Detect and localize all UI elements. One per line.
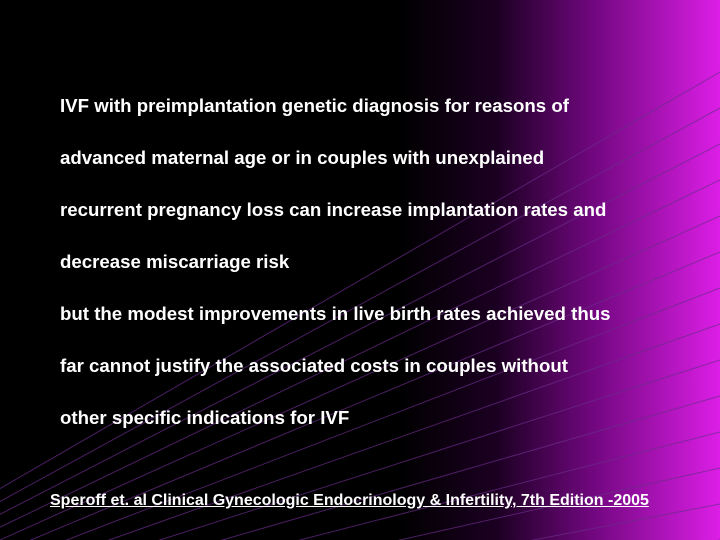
body-text-block: IVF with preimplantation genetic diagnos…	[60, 95, 660, 459]
body-line: IVF with preimplantation genetic diagnos…	[60, 95, 660, 117]
body-line: far cannot justify the associated costs …	[60, 355, 660, 377]
body-line: recurrent pregnancy loss can increase im…	[60, 199, 660, 221]
citation-text: Speroff et. al Clinical Gynecologic Endo…	[50, 492, 649, 510]
body-line: other specific indications for IVF	[60, 407, 660, 429]
body-line: but the modest improvements in live birt…	[60, 303, 660, 325]
slide: IVF with preimplantation genetic diagnos…	[0, 0, 720, 540]
body-line: decrease miscarriage risk	[60, 251, 660, 273]
body-line: advanced maternal age or in couples with…	[60, 147, 660, 169]
